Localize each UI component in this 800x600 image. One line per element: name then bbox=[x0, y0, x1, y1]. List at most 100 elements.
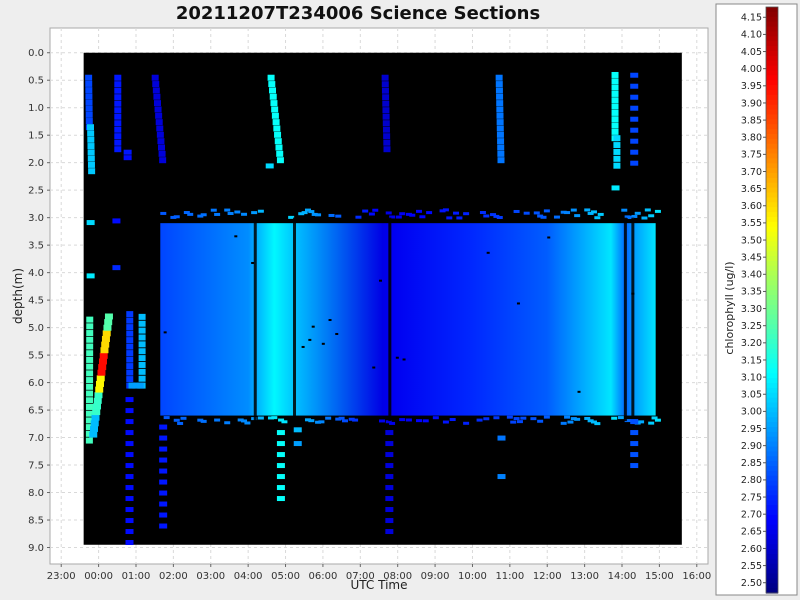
band-edge-speck bbox=[442, 208, 449, 212]
colorbar-segment bbox=[766, 309, 778, 316]
band-edge-speck bbox=[453, 211, 460, 215]
profile-segment bbox=[138, 368, 146, 375]
profile-segment bbox=[86, 356, 94, 363]
colorbar-segment bbox=[766, 387, 778, 394]
y-tick-label: 2.5 bbox=[28, 186, 44, 197]
profile-segment bbox=[86, 397, 94, 404]
profile-segment bbox=[158, 150, 166, 157]
data-point bbox=[123, 155, 132, 161]
band-edge-speck bbox=[197, 418, 204, 422]
y-tick-label: 5.0 bbox=[28, 323, 44, 334]
y-tick-label: 6.5 bbox=[28, 406, 44, 417]
colorbar-segment bbox=[766, 143, 778, 150]
colorbar-tick-label: 4.05 bbox=[741, 47, 762, 58]
colorbar-segment bbox=[766, 285, 778, 291]
profile-segment bbox=[104, 313, 113, 320]
profile-segment bbox=[101, 341, 110, 348]
colorbar-tick-label: 3.90 bbox=[741, 98, 762, 109]
profile-segment bbox=[138, 320, 146, 327]
y-tick-label: 3.5 bbox=[28, 241, 44, 252]
x-tick-label: 15:00 bbox=[645, 571, 674, 582]
profile-segment bbox=[86, 316, 94, 323]
data-point bbox=[125, 507, 134, 513]
profile-segment bbox=[96, 375, 105, 382]
profile-segment bbox=[271, 106, 279, 113]
colorbar-segment bbox=[766, 417, 778, 423]
band-edge-speck bbox=[244, 421, 251, 425]
y-tick-label: 8.5 bbox=[28, 516, 44, 527]
profile-segment bbox=[275, 144, 283, 151]
y-tick-label: 0.0 bbox=[28, 48, 44, 59]
colorbar-segment bbox=[766, 202, 778, 208]
profile-segment bbox=[270, 100, 278, 107]
profile-segment bbox=[87, 155, 95, 162]
y-axis-label: depth(m) bbox=[11, 268, 25, 324]
band-edge-speck bbox=[234, 210, 241, 214]
band-edge-speck bbox=[506, 415, 513, 419]
colorbar-tick-label: 2.55 bbox=[741, 561, 762, 572]
profile-segment bbox=[497, 150, 505, 157]
profile-segment bbox=[269, 93, 277, 100]
band-edge-speck bbox=[516, 420, 523, 424]
colorbar-segment bbox=[766, 163, 778, 169]
data-point bbox=[385, 430, 394, 436]
band-edge-speck bbox=[590, 210, 597, 214]
profile-segment bbox=[157, 138, 165, 145]
x-tick-label: 07:00 bbox=[346, 571, 375, 582]
band-edge-speck bbox=[617, 416, 624, 420]
band-edge-speck bbox=[405, 418, 412, 422]
data-point bbox=[86, 273, 95, 279]
colorbar-tick-label: 3.70 bbox=[741, 167, 762, 178]
colorbar-segment bbox=[766, 578, 778, 584]
band-edge-speck bbox=[570, 417, 577, 421]
colorbar-segment bbox=[766, 280, 778, 286]
colorbar-tick-label: 4.15 bbox=[741, 13, 762, 24]
band-edge-speck bbox=[654, 418, 661, 422]
band-edge-speck bbox=[584, 208, 591, 212]
band-edge-speck bbox=[651, 416, 658, 420]
profile-segment bbox=[613, 135, 621, 142]
profile-segment bbox=[151, 74, 159, 81]
colorbar-segment bbox=[766, 129, 778, 135]
profile-segment bbox=[383, 133, 391, 140]
colorbar-border bbox=[765, 6, 779, 594]
data-point bbox=[276, 496, 285, 502]
profile-segment bbox=[382, 100, 390, 107]
colorbar-segment bbox=[766, 85, 778, 91]
colorbar-segment bbox=[766, 16, 778, 23]
profile-segment bbox=[100, 347, 109, 354]
profile-segment bbox=[95, 386, 104, 393]
band-edge-speck bbox=[395, 215, 402, 219]
data-area bbox=[83, 52, 682, 546]
profile-segment bbox=[152, 81, 160, 88]
colorbar-tick-label: 3.10 bbox=[741, 372, 762, 383]
data-point bbox=[125, 419, 134, 425]
colorbar-segment bbox=[766, 534, 778, 540]
x-tick-label: 03:00 bbox=[196, 571, 225, 582]
profile-segment bbox=[126, 330, 134, 337]
colorbar-segment bbox=[766, 36, 778, 42]
band-edge-speck bbox=[543, 415, 550, 419]
y-tick-label: 7.0 bbox=[28, 433, 44, 444]
band-edge-speck bbox=[335, 214, 342, 218]
colorbar-tick-label: 3.75 bbox=[741, 150, 762, 161]
band-edge-speck bbox=[257, 209, 264, 213]
profile-segment bbox=[103, 324, 112, 331]
x-tick-label: 09:00 bbox=[421, 571, 450, 582]
band-edge-speck bbox=[463, 212, 470, 216]
colorbar-segment bbox=[766, 119, 778, 125]
profile-segment bbox=[271, 112, 279, 119]
profile-segment bbox=[114, 126, 122, 133]
profile-segment bbox=[154, 106, 162, 113]
colorbar-tick-label: 2.85 bbox=[741, 458, 762, 469]
colorbar-ticks: 2.50 2.55 2.60 2.65 2.70 2.75 2.80 2.85 2.90 2.95… bbox=[741, 13, 766, 589]
x-tick-label: 02:00 bbox=[159, 571, 188, 582]
band-edge-speck bbox=[513, 209, 520, 213]
data-point bbox=[125, 518, 134, 524]
colorbar-tick-label: 2.70 bbox=[741, 509, 762, 520]
profile-segment bbox=[496, 93, 504, 100]
profile-segment bbox=[85, 93, 93, 100]
y-tick-label: 8.0 bbox=[28, 488, 44, 499]
data-point bbox=[125, 452, 134, 458]
band-edge-speck bbox=[624, 419, 631, 423]
